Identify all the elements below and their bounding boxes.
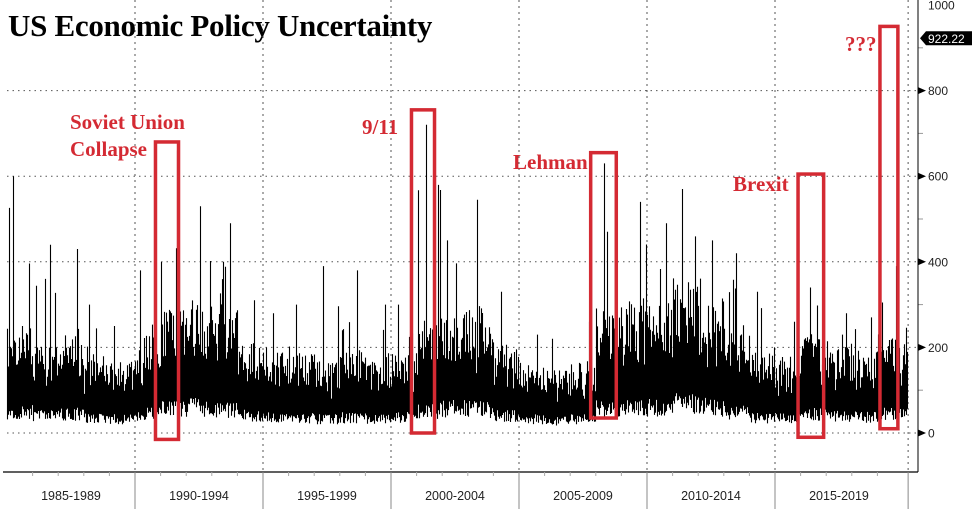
x-category-label: 2005-2009 (553, 489, 613, 503)
y-tick-label: 1000 (928, 0, 955, 13)
y-tick-label: 0 (928, 427, 935, 441)
y-tick-marker (918, 343, 926, 351)
annotation-box (409, 108, 437, 435)
x-category-label: 1995-1999 (297, 489, 357, 503)
annotation-box (796, 172, 826, 440)
annotation-box (878, 24, 900, 431)
x-category-label: 2000-2004 (425, 489, 485, 503)
annotation-label: Brexit (733, 172, 789, 196)
annotation-box (153, 140, 181, 442)
annotation-label: Collapse (70, 137, 147, 161)
chart-title: US Economic Policy Uncertainty (8, 8, 433, 43)
annotation-label: ??? (845, 32, 877, 56)
y-tick-label: 400 (928, 255, 948, 269)
annotation-label: Lehman (513, 150, 588, 174)
y-tick-marker (918, 87, 926, 95)
y-tick-marker (918, 429, 926, 437)
series-line (6, 124, 909, 426)
x-category-label: 2015-2019 (809, 489, 869, 503)
y-tick-marker (918, 172, 926, 180)
y-tick-label: 800 (928, 84, 948, 98)
last-value-badge (920, 31, 972, 46)
annotation-box (588, 150, 619, 420)
y-tick-label: 200 (928, 341, 948, 355)
x-category-label: 2010-2014 (681, 489, 741, 503)
x-category-label: 1990-1994 (169, 489, 229, 503)
last-value-label: 922.22 (928, 32, 965, 46)
y-tick-marker (918, 258, 926, 266)
annotation-label: Soviet Union (70, 110, 185, 134)
annotation-label: 9/11 (362, 115, 398, 139)
x-category-label: 1985-1989 (41, 489, 101, 503)
y-tick-label: 600 (928, 170, 948, 184)
